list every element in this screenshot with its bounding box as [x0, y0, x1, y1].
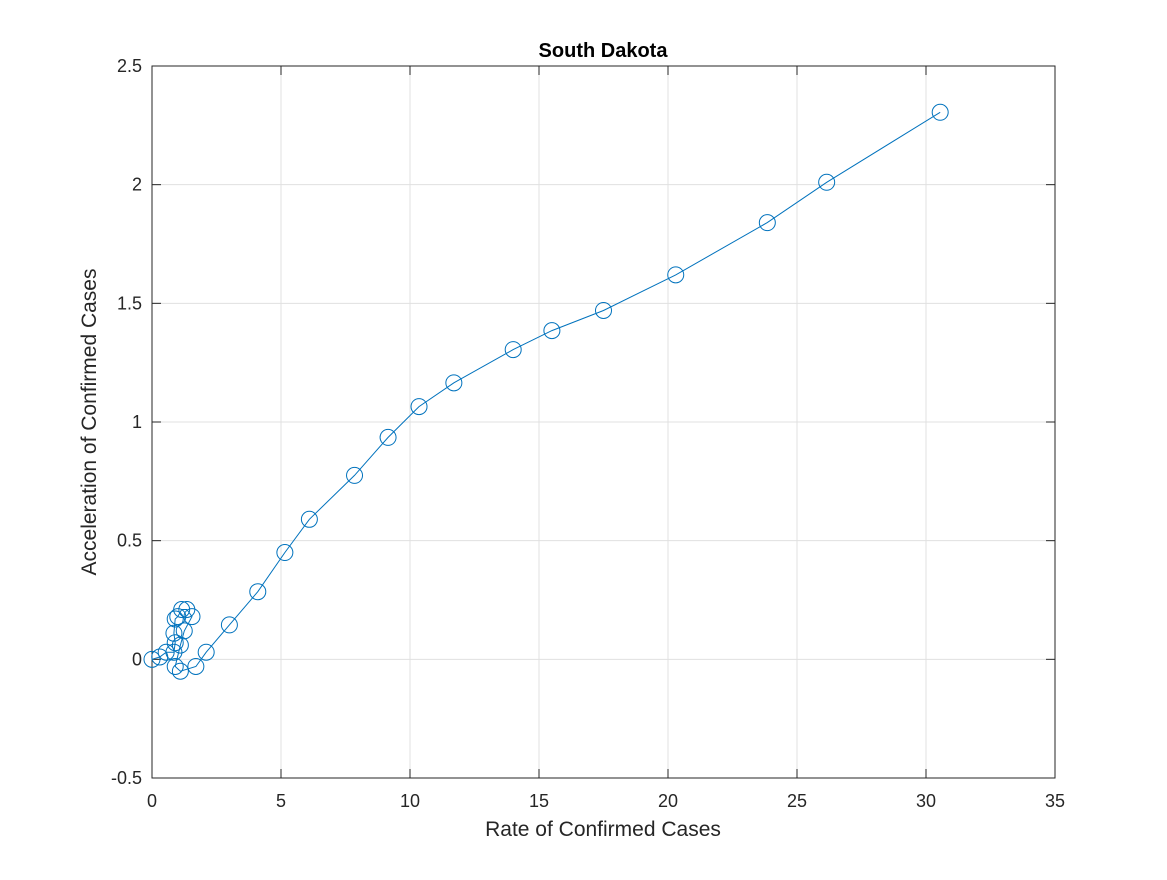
x-axis-label: Rate of Confirmed Cases: [485, 818, 721, 841]
x-tick-label: 5: [276, 791, 286, 811]
chart-title: South Dakota: [539, 40, 669, 62]
x-tick-label: 20: [658, 791, 678, 811]
data-point: [197, 643, 215, 661]
data-point: [445, 374, 463, 392]
data-point: [543, 322, 561, 340]
y-tick-label: 1.5: [117, 293, 142, 313]
y-tick-label: -0.5: [111, 768, 142, 788]
data-point: [171, 636, 189, 654]
data-point: [220, 616, 238, 634]
data-point: [300, 510, 318, 528]
series-0: [143, 103, 949, 680]
data-point: [379, 428, 397, 446]
data-point: [166, 657, 184, 675]
y-axis-label: Acceleration of Confirmed Cases: [78, 269, 101, 576]
x-tick-label: 10: [400, 791, 420, 811]
series-line: [151, 111, 941, 672]
x-tick-label: 35: [1045, 791, 1065, 811]
data-point: [346, 466, 364, 484]
y-tick-label: 0.5: [117, 531, 142, 551]
x-tick-label: 30: [916, 791, 936, 811]
data-point: [595, 301, 612, 319]
data-point: [166, 610, 184, 628]
data-point: [931, 103, 949, 121]
data-point: [157, 643, 175, 661]
data-point: [175, 622, 193, 640]
data-point: [818, 173, 836, 191]
data-point: [165, 643, 183, 661]
data-point: [183, 608, 201, 626]
grid: [151, 65, 1056, 779]
data-point: [667, 266, 685, 284]
data-point: [143, 650, 161, 668]
y-tick-label: 1: [132, 412, 142, 432]
x-tick-label: 25: [787, 791, 807, 811]
x-tick-label: 0: [147, 791, 157, 811]
data-point: [187, 657, 205, 675]
data-point: [758, 214, 776, 232]
y-tick-label: 0: [132, 649, 142, 669]
data-point: [276, 544, 294, 562]
y-tick-label: 2: [132, 175, 142, 195]
data-point: [173, 600, 191, 618]
y-tick-label: 2.5: [117, 56, 142, 76]
data-point: [171, 662, 189, 680]
x-tick-label: 15: [529, 791, 549, 811]
ticks: 0 5 10 15 20 25 30 35-0.500.511.522.5: [111, 56, 1065, 811]
data-point: [249, 583, 267, 601]
data-point: [504, 341, 522, 359]
data-point: [410, 398, 428, 416]
